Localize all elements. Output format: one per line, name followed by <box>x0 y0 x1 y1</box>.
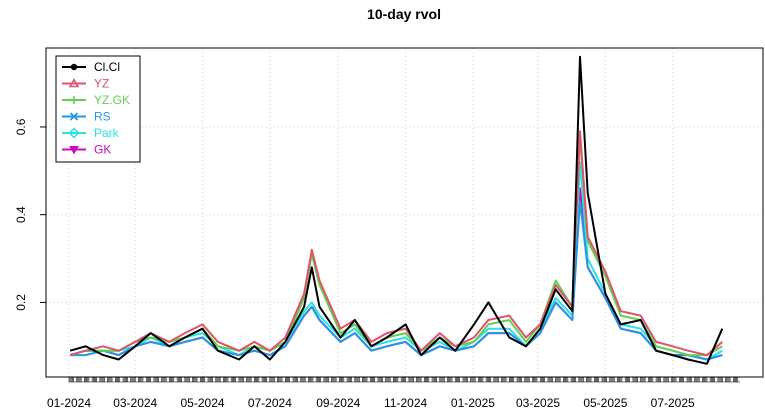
legend-label: GK <box>94 143 111 157</box>
legend-marker <box>68 77 80 88</box>
legend-label: YZ <box>94 77 109 91</box>
legend-label: YZ.GK <box>94 93 130 107</box>
x-tick-label: 01-2024 <box>47 396 91 410</box>
legend-label: Park <box>94 126 120 140</box>
x-tick-label: 05-2024 <box>181 396 225 410</box>
grid <box>46 48 763 377</box>
legend-marker <box>68 127 80 139</box>
legend-marker <box>69 146 79 155</box>
legend-item: GK <box>62 143 111 157</box>
legend: Cl.Cl YZ YZ.GK RS Park GK <box>55 55 141 163</box>
series-layer <box>69 55 724 365</box>
legend-item: YZ <box>62 77 109 91</box>
series-line-gk <box>69 187 723 361</box>
legend-label: RS <box>94 110 111 124</box>
legend-marker <box>70 96 78 104</box>
legend-item: RS <box>62 110 111 124</box>
legend-item: YZ.GK <box>62 93 130 107</box>
plot-frame <box>45 47 764 378</box>
y-tick-label: 0.6 <box>14 118 28 135</box>
legend-item: Park <box>62 126 120 140</box>
x-tick-label: 05-2025 <box>583 396 627 410</box>
legend-label: Cl.Cl <box>94 60 120 74</box>
y-tick-label: 0.4 <box>14 206 28 223</box>
legend-marker <box>69 112 79 121</box>
series-line-yz <box>69 130 723 357</box>
axes: 0.2 0.4 0.6 01-2024 03-2024 05-2024 07-2024 09-… <box>14 118 740 410</box>
x-tick-label: 07-2025 <box>651 396 695 410</box>
legend-item: Cl.Cl <box>62 60 120 74</box>
chart-title: 10-day rvol <box>367 6 441 22</box>
legend-marker <box>70 63 78 71</box>
x-tick-label: 03-2024 <box>113 396 157 410</box>
series-line-rs <box>70 200 723 361</box>
x-tick-label: 07-2024 <box>248 396 292 410</box>
series-line-yz-gk <box>69 134 723 357</box>
x-tick-label: 09-2024 <box>316 396 360 410</box>
x-minor-ticks <box>68 377 739 382</box>
legend-box <box>55 55 141 163</box>
x-tick-label: 01-2025 <box>451 396 495 410</box>
series-line-cl-cl <box>69 55 724 365</box>
x-tick-label: 11-2024 <box>384 396 427 410</box>
y-tick-label: 0.2 <box>14 294 28 311</box>
x-tick-label: 03-2025 <box>516 396 560 410</box>
